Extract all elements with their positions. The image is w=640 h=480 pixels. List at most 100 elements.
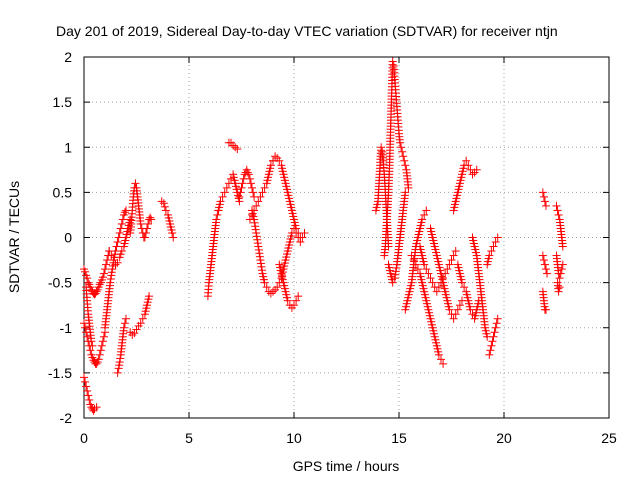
data-point	[539, 192, 548, 201]
y-tick-label: 0	[64, 230, 72, 246]
x-tick-label: 0	[80, 430, 88, 446]
data-point	[557, 265, 566, 274]
data-point	[558, 242, 567, 251]
data-point	[248, 183, 256, 192]
data-point	[256, 256, 265, 265]
x-tick-label: 15	[391, 430, 407, 446]
data-point	[98, 337, 107, 346]
data-point	[542, 201, 550, 210]
data-point	[392, 263, 401, 272]
data-point	[216, 197, 225, 206]
data-point	[487, 341, 496, 350]
data-point	[95, 350, 104, 359]
data-point	[418, 215, 427, 224]
data-point	[390, 274, 399, 283]
data-point	[398, 147, 407, 156]
data-point	[552, 201, 561, 210]
data-point	[213, 210, 222, 219]
data-point	[255, 249, 264, 258]
data-point	[269, 287, 277, 296]
y-axis-label: SDTVAR / TECUs	[6, 181, 22, 293]
y-tick-label: 0.5	[53, 184, 73, 200]
data-point	[82, 382, 91, 391]
data-point	[252, 201, 261, 210]
x-tick-label: 5	[185, 430, 193, 446]
y-tick-label: 1.5	[53, 94, 73, 110]
data-point	[252, 228, 261, 237]
y-tick-label: -0.5	[48, 275, 72, 291]
data-point	[91, 289, 100, 298]
data-point	[462, 156, 471, 165]
data-point	[458, 278, 466, 287]
data-point	[101, 265, 109, 274]
data-point	[445, 260, 454, 269]
data-point	[168, 228, 177, 237]
data-point	[426, 274, 435, 283]
data-point	[122, 314, 130, 323]
data-point	[83, 332, 92, 341]
data-point	[540, 197, 549, 206]
data-point	[253, 239, 262, 248]
data-point	[434, 283, 443, 292]
data-point	[290, 301, 298, 310]
chart-title: Day 201 of 2019, Sidereal Day-to-day VTE…	[56, 23, 558, 39]
data-point	[113, 368, 122, 377]
plot-frame	[83, 56, 610, 419]
data-point	[132, 325, 141, 334]
y-tick-label: -1.5	[48, 365, 72, 381]
data-point	[84, 278, 93, 287]
y-tick-label: -1	[60, 320, 73, 336]
data-point	[83, 386, 92, 395]
data-point	[253, 235, 262, 244]
data-point	[92, 403, 101, 412]
data-point	[109, 256, 118, 265]
data-point	[400, 156, 409, 165]
data-point	[220, 188, 229, 197]
data-point	[493, 314, 502, 323]
x-tick-label: 20	[496, 430, 512, 446]
data-point	[266, 161, 275, 170]
data-point	[407, 251, 416, 260]
data-point	[131, 179, 140, 188]
data-point	[540, 260, 549, 269]
data-point	[555, 274, 564, 283]
data-point	[130, 329, 139, 338]
data-point	[90, 404, 99, 413]
data-point	[260, 278, 269, 287]
data-point	[245, 174, 254, 183]
data-point	[117, 247, 126, 256]
data-point	[449, 314, 458, 323]
data-point	[554, 287, 563, 296]
data-point	[157, 197, 166, 206]
data-point	[254, 245, 263, 254]
data-point	[161, 206, 170, 215]
data-point	[401, 161, 410, 170]
data-points	[80, 57, 567, 415]
data-point	[113, 258, 122, 267]
data-point	[128, 330, 137, 339]
data-point	[143, 224, 151, 233]
data-point	[539, 256, 548, 265]
data-point	[98, 273, 107, 282]
data-point	[399, 152, 408, 161]
data-point	[102, 260, 111, 269]
data-point	[88, 341, 97, 350]
data-point	[489, 242, 498, 251]
data-point	[464, 161, 473, 170]
data-point	[145, 292, 154, 301]
data-point	[96, 346, 105, 355]
data-point	[472, 165, 481, 174]
data-point	[542, 305, 550, 314]
data-point	[85, 395, 94, 404]
data-point	[111, 260, 120, 269]
data-point	[136, 219, 145, 228]
data-point	[538, 251, 547, 260]
data-point	[116, 354, 125, 363]
data-point	[451, 310, 460, 319]
data-point	[169, 233, 178, 242]
data-point	[401, 188, 410, 197]
data-point	[388, 278, 397, 287]
data-point	[439, 359, 448, 368]
data-point	[422, 206, 431, 215]
